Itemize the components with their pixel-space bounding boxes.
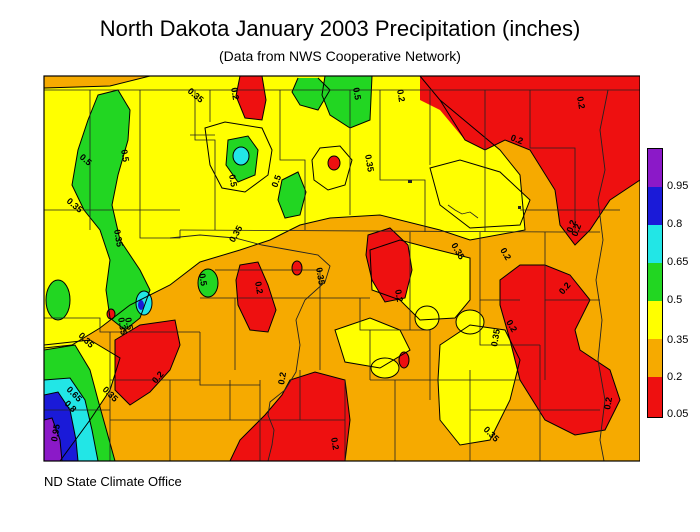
- contour-label: 0.2: [229, 87, 241, 101]
- contour-label: 0.2: [393, 289, 405, 303]
- contour-label: 0.95: [49, 423, 62, 442]
- fill-red-north: [236, 76, 266, 120]
- lake-marker: [408, 180, 412, 183]
- fill-0.35-south: [335, 318, 410, 368]
- legend-swatch: [648, 263, 663, 301]
- contour-label: 0.5: [351, 87, 363, 101]
- fill-0.5-north2: [322, 76, 372, 128]
- fill-0.65-center: [233, 147, 249, 165]
- contour-label: 0.2: [564, 219, 578, 234]
- legend-label: 0.65: [667, 256, 689, 268]
- legend-label: 0.5: [667, 294, 683, 306]
- legend-swatch: [648, 225, 663, 263]
- precipitation-map: 0.35 0.2 0.5 0.2 0.2 0.5 0.5 0.35 0.5 0.…: [43, 75, 640, 462]
- fill-0.8-west: [138, 300, 144, 310]
- fill-0.5-center2: [278, 172, 306, 218]
- fill-red-island-south: [399, 352, 409, 368]
- fill-red-center2: [236, 262, 276, 332]
- legend-swatch: [648, 149, 663, 187]
- fill-red-south: [115, 320, 180, 405]
- lake-outline: [447, 204, 479, 219]
- contour-label: 0.2: [253, 281, 265, 295]
- fill-0.95-southwest: [44, 418, 62, 461]
- state-outline: [43, 75, 640, 462]
- legend-label: 0.95: [667, 180, 689, 192]
- fill-red-northeast: [420, 76, 640, 245]
- contour-label: 0.35: [112, 229, 125, 248]
- legend-label: 0.2: [667, 371, 683, 383]
- fill-0.35-southeast: [438, 325, 520, 445]
- county-boundaries: [44, 89, 640, 461]
- contour-label: 0.2: [602, 396, 614, 410]
- contour-label: 0.5: [119, 149, 131, 163]
- fill-red-east: [500, 265, 620, 435]
- contour-label: 0.5: [197, 273, 209, 287]
- fill-0.5-island: [198, 269, 218, 297]
- legend-label: 0.35: [667, 334, 689, 346]
- east-boundary-river: [595, 89, 609, 461]
- fill-red-center: [366, 228, 412, 302]
- contour-label: 0.35: [363, 154, 376, 173]
- precipitation-fill: [44, 76, 640, 461]
- contour-label: 0.5: [123, 317, 135, 331]
- credit-text: ND State Climate Office: [44, 474, 182, 489]
- contour-label: 0.2: [329, 437, 341, 451]
- map-title: North Dakota January 2003 Precipitation …: [99, 16, 581, 41]
- contour-label: 0.35: [116, 317, 129, 336]
- legend-swatch: [648, 377, 663, 417]
- legend-swatch: [648, 301, 663, 339]
- contour-label: 0.2: [575, 96, 587, 110]
- legend-label: 0.8: [667, 218, 683, 230]
- fill-0.5-north: [292, 78, 330, 110]
- legend-label: 0.05: [667, 408, 689, 420]
- contour-label: 0.2: [569, 223, 583, 238]
- contour-label: 0.35: [489, 328, 502, 347]
- contour-label: 0.2: [276, 371, 288, 385]
- fill-0.35-island-c: [371, 358, 399, 378]
- contour-label: 0.5: [227, 174, 239, 188]
- contour-lines: [44, 76, 640, 461]
- fill-0.35-island-a: [456, 310, 484, 334]
- contour-label: 0.2: [509, 132, 524, 146]
- missouri-river: [169, 234, 331, 461]
- contour-label: 0.35: [314, 267, 327, 286]
- legend-swatch: [648, 187, 663, 225]
- lake-marker-2: [518, 206, 521, 209]
- legend-swatch: [648, 339, 663, 377]
- fill-0.35-island-b: [415, 306, 439, 330]
- contour-label: 0.2: [395, 89, 407, 103]
- contour-label: 0.5: [269, 174, 283, 189]
- fill-red-island-center: [292, 261, 302, 275]
- map-subtitle: (Data from NWS Cooperative Network): [219, 48, 461, 64]
- fill-red-island-north: [328, 156, 340, 170]
- fill-0.5-far-west: [46, 280, 70, 320]
